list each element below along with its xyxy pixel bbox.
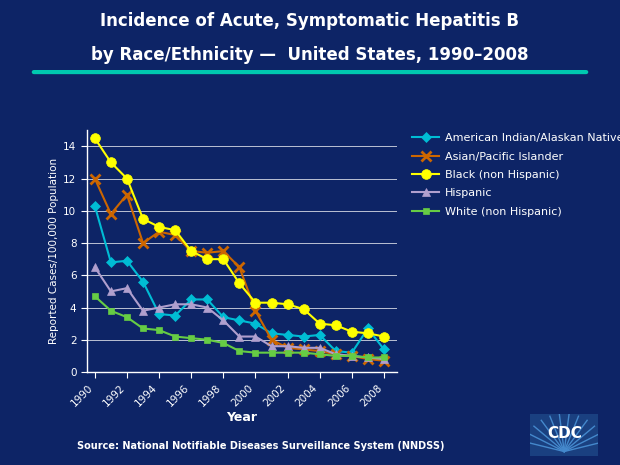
Text: Incidence of Acute, Symptomatic Hepatitis B: Incidence of Acute, Symptomatic Hepatiti… (100, 12, 520, 30)
Y-axis label: Reported Cases/100,000 Population: Reported Cases/100,000 Population (49, 158, 59, 344)
Text: CDC: CDC (547, 426, 582, 441)
Legend: American Indian/Alaskan Native, Asian/Pacific Islander, Black (non Hispanic), Hi: American Indian/Alaskan Native, Asian/Pa… (412, 133, 620, 217)
X-axis label: Year: Year (226, 411, 257, 424)
Text: by Race/Ethnicity —  United States, 1990–2008: by Race/Ethnicity — United States, 1990–… (91, 46, 529, 65)
Text: Source: National Notifiable Diseases Surveillance System (NNDSS): Source: National Notifiable Diseases Sur… (77, 441, 444, 451)
